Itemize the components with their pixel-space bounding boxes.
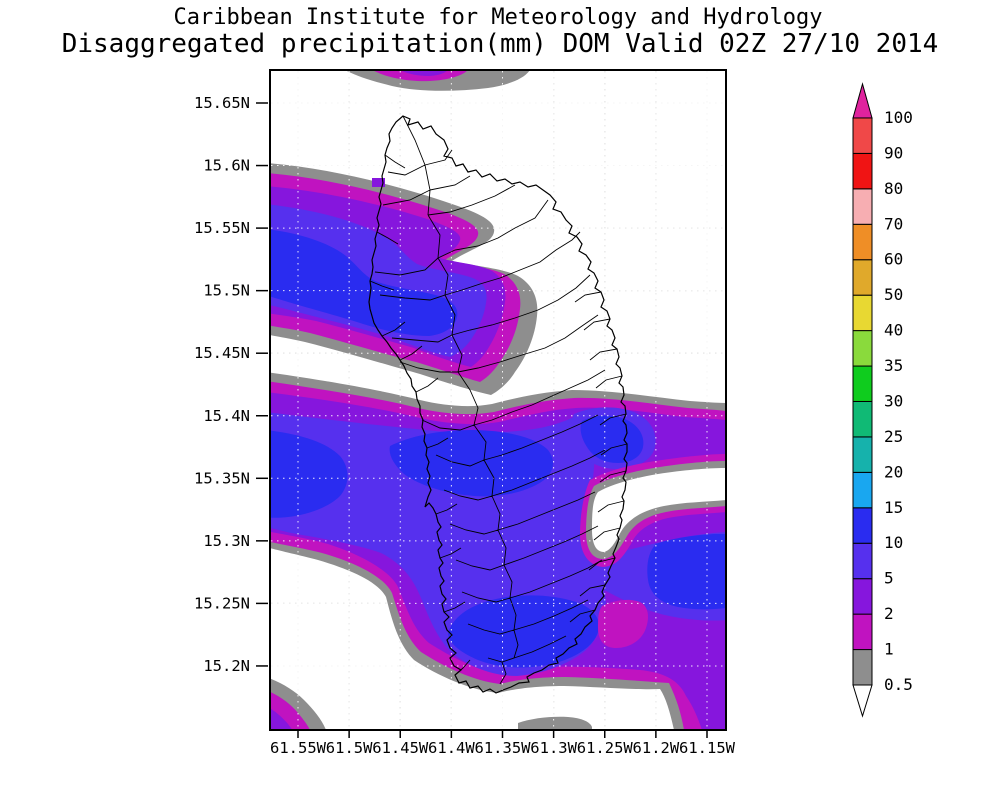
colorbar-segment bbox=[852, 223, 873, 261]
contour-band-north-blue bbox=[271, 229, 458, 336]
lon-tick-label: 61.5W bbox=[326, 739, 373, 757]
lon-tick-label: 61.55W bbox=[270, 739, 327, 757]
lat-tick-label: 15.35N bbox=[194, 469, 250, 487]
contour-core-south-tip bbox=[448, 595, 600, 668]
lat-tick-label: 15.55N bbox=[194, 219, 250, 237]
contour-band-main-blueviolet bbox=[271, 412, 725, 676]
colorbar-level-label: 30 bbox=[884, 391, 903, 410]
colorbar-level-label: 25 bbox=[884, 427, 903, 446]
figure-subtitle: Disaggregated precipitation(mm) DOM Vali… bbox=[62, 29, 939, 59]
lon-tick-label: 61.25W bbox=[577, 739, 634, 757]
colorbar-segment bbox=[852, 330, 873, 367]
colorbar-level-label: 5 bbox=[884, 569, 894, 588]
colorbar-level-label: 80 bbox=[884, 179, 903, 198]
colorbar-segment bbox=[852, 188, 873, 225]
colorbar-level-label: 0.5 bbox=[884, 675, 913, 694]
colorbar-level-label: 100 bbox=[884, 108, 913, 127]
contour-spot-nw bbox=[372, 178, 385, 187]
longitude-axis: 61.55W 61.5W 61.45W 61.4W 61.35W 61.3W 61.25W 6… bbox=[270, 730, 736, 757]
lat-tick-label: 15.5N bbox=[203, 282, 250, 300]
colorbar-segment bbox=[852, 152, 873, 190]
contour-core-east-strip bbox=[580, 415, 644, 463]
lat-tick-label: 15.2N bbox=[203, 657, 250, 675]
lon-tick-label: 61.15W bbox=[679, 739, 736, 757]
lon-tick-label: 61.45W bbox=[372, 739, 429, 757]
lat-tick-label: 15.45N bbox=[194, 344, 250, 362]
colorbar-segment bbox=[852, 507, 873, 544]
colorbar-level-label: 50 bbox=[884, 285, 903, 304]
colorbar-segment bbox=[852, 649, 873, 686]
lon-tick-label: 61.2W bbox=[633, 739, 680, 757]
island-layer bbox=[368, 115, 628, 694]
contour-core-west-edge bbox=[271, 430, 348, 518]
lon-tick-label: 61.4W bbox=[428, 739, 475, 757]
colorbar-level-label: 40 bbox=[884, 321, 903, 340]
colorbar-segment bbox=[852, 365, 873, 402]
colorbar-level-label: 10 bbox=[884, 533, 903, 552]
colorbar-segment bbox=[852, 542, 873, 580]
lon-tick-label: 61.35W bbox=[475, 739, 532, 757]
figure-title: Caribbean Institute for Meteorology and … bbox=[173, 5, 822, 30]
latitude-axis: 15.65N 15.6N 15.55N 15.5N 15.45N 15.4N 15.35N 1… bbox=[194, 94, 268, 675]
colorbar-level-label: 20 bbox=[884, 462, 903, 481]
contour-top-sliver-magenta bbox=[374, 71, 467, 82]
colorbar-segment bbox=[852, 117, 873, 154]
contour-core-east-edge bbox=[647, 534, 725, 610]
lat-tick-label: 15.25N bbox=[194, 594, 250, 612]
lat-tick-label: 15.65N bbox=[194, 94, 250, 112]
colorbar-level-label: 1 bbox=[884, 640, 894, 659]
contour-top-sliver-purple bbox=[402, 71, 447, 76]
colorbar-level-label: 2 bbox=[884, 604, 894, 623]
map-frame bbox=[269, 69, 727, 731]
colorbar-segment bbox=[852, 436, 873, 473]
colorbar-segment bbox=[852, 400, 873, 438]
colorbar-level-label: 60 bbox=[884, 250, 903, 269]
lat-tick-label: 15.3N bbox=[203, 532, 250, 550]
colorbar-level-label: 70 bbox=[884, 214, 903, 233]
lon-tick-label: 61.3W bbox=[530, 739, 577, 757]
contour-fill-layer bbox=[271, 71, 725, 729]
colorbar-level-label: 15 bbox=[884, 498, 903, 517]
local-min-magenta-pocket bbox=[598, 599, 648, 648]
lat-tick-label: 15.6N bbox=[203, 157, 250, 175]
colorbar-segment bbox=[852, 578, 873, 615]
dominica-coastline bbox=[368, 115, 628, 694]
colorbar-segment bbox=[852, 613, 873, 651]
contour-corner-purple bbox=[271, 708, 292, 729]
colorbar-level-label: 35 bbox=[884, 356, 903, 375]
lat-tick-label: 15.4N bbox=[203, 407, 250, 425]
contour-bottom-sliver-gray bbox=[518, 716, 592, 729]
colorbar-segment bbox=[852, 471, 873, 509]
colorbar-segment bbox=[852, 259, 873, 296]
colorbar-segment bbox=[852, 294, 873, 332]
watershed-network bbox=[369, 115, 628, 685]
colorbar-level-label: 90 bbox=[884, 143, 903, 162]
